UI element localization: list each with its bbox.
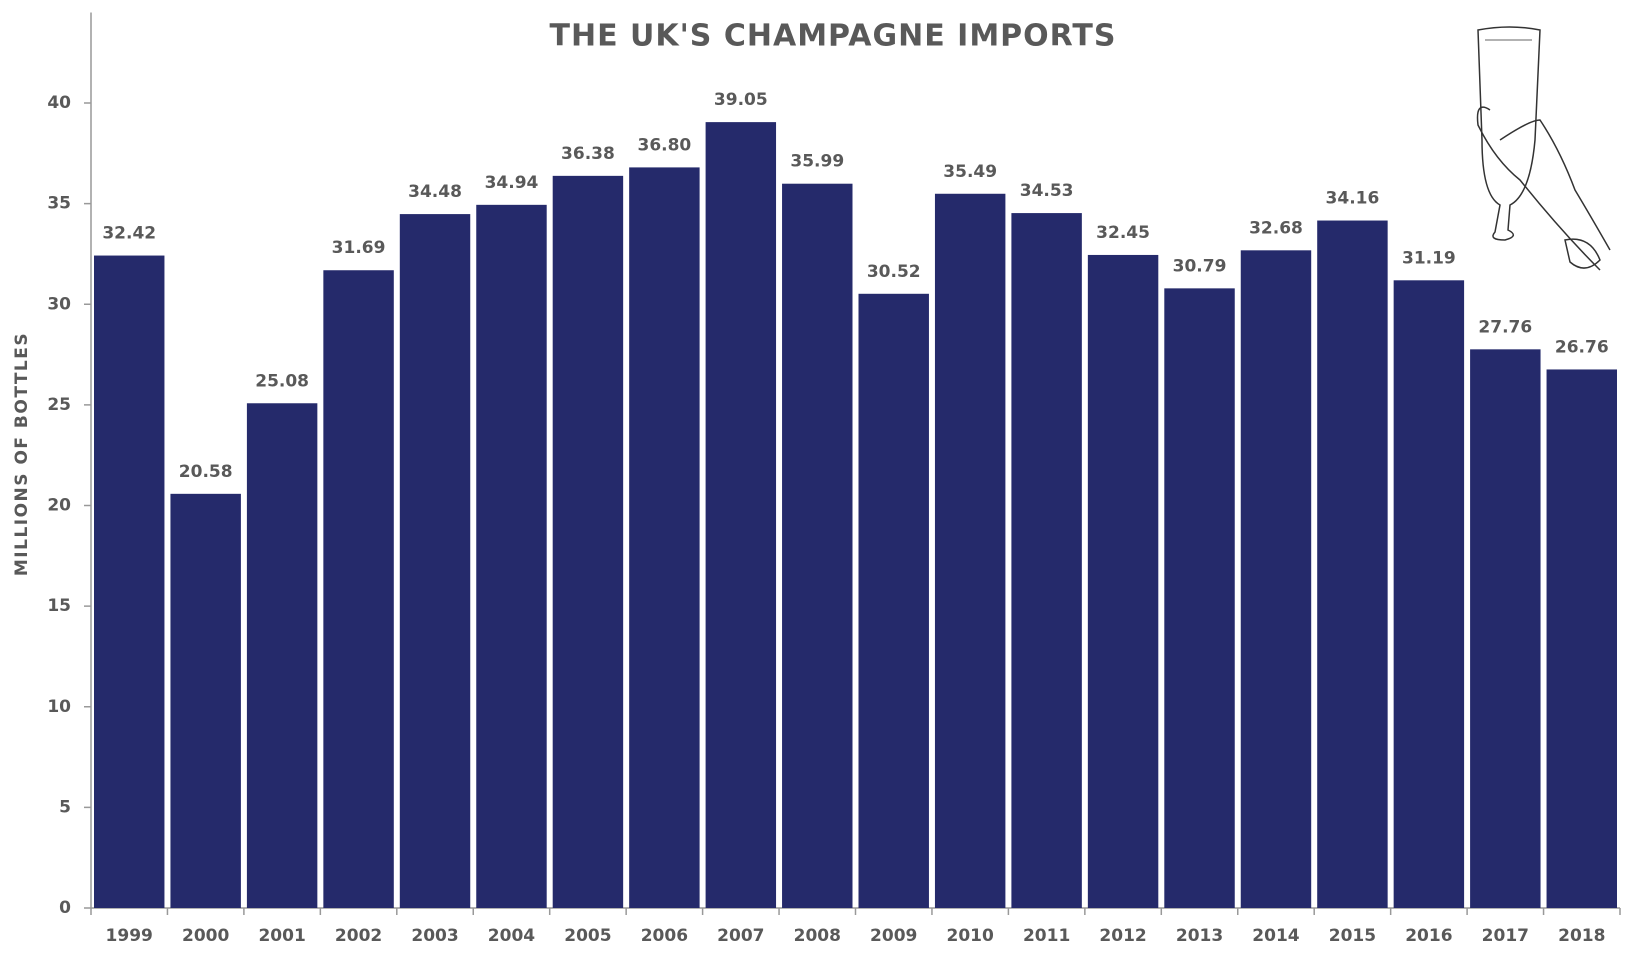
value-label: 35.49 xyxy=(943,162,997,182)
y-tick-label: 10 xyxy=(47,697,71,717)
bar xyxy=(399,214,471,909)
x-tick-label: 2006 xyxy=(641,926,688,946)
x-tick-label: 2017 xyxy=(1482,926,1529,946)
bar xyxy=(170,493,241,908)
y-tick-label: 40 xyxy=(47,93,71,113)
value-label: 39.05 xyxy=(714,90,768,110)
x-tick-label: 2001 xyxy=(258,926,305,946)
y-tick-label: 20 xyxy=(47,496,71,516)
value-label: 31.69 xyxy=(332,238,386,258)
bar xyxy=(1470,349,1541,909)
value-label: 27.76 xyxy=(1478,317,1532,337)
x-tick-label: 2016 xyxy=(1405,926,1452,946)
value-label: 36.80 xyxy=(637,135,691,155)
bar xyxy=(1317,220,1388,908)
value-label: 30.52 xyxy=(867,262,921,282)
x-tick-label: 1999 xyxy=(106,926,153,946)
x-tick-label: 2011 xyxy=(1023,926,1070,946)
value-label: 32.42 xyxy=(102,224,156,244)
x-tick-label: 2014 xyxy=(1252,926,1299,946)
x-tick-label: 2015 xyxy=(1329,926,1376,946)
x-tick-label: 2004 xyxy=(488,926,535,946)
value-label: 25.08 xyxy=(255,371,309,391)
y-tick-label: 15 xyxy=(47,596,71,616)
value-label: 34.94 xyxy=(485,173,539,193)
value-label: 32.68 xyxy=(1249,218,1303,238)
x-tick-label: 2008 xyxy=(794,926,841,946)
y-tick-label: 30 xyxy=(47,294,71,314)
bar xyxy=(1240,250,1312,908)
bar xyxy=(934,193,1006,908)
bar xyxy=(552,175,624,908)
chart-title: THE UK'S CHAMPAGNE IMPORTS xyxy=(550,19,1117,54)
y-tick-label: 25 xyxy=(47,395,71,415)
value-label: 30.79 xyxy=(1173,256,1227,276)
bar xyxy=(1164,288,1235,908)
x-tick-label: 2010 xyxy=(947,926,994,946)
value-label: 35.99 xyxy=(790,152,844,172)
x-tick-label: 2000 xyxy=(182,926,229,946)
value-label: 31.19 xyxy=(1402,248,1456,268)
bar xyxy=(629,167,700,908)
bar xyxy=(782,183,853,909)
x-tick-label: 2013 xyxy=(1176,926,1223,946)
bar xyxy=(94,255,165,908)
bar xyxy=(246,403,318,908)
bar xyxy=(1393,280,1465,909)
bar xyxy=(1087,254,1159,909)
value-label: 26.76 xyxy=(1555,337,1609,357)
bar xyxy=(1011,213,1082,908)
x-tick-label: 2005 xyxy=(564,926,611,946)
champagne-illustration xyxy=(1476,26,1611,271)
y-tick-label: 35 xyxy=(47,194,71,214)
value-label: 34.48 xyxy=(408,182,462,202)
y-axis-label: MILLIONS OF BOTTLES xyxy=(12,332,32,576)
x-tick-label: 2003 xyxy=(411,926,458,946)
x-tick-label: 2002 xyxy=(335,926,382,946)
x-tick-label: 2018 xyxy=(1558,926,1605,946)
x-tick-label: 2012 xyxy=(1099,926,1146,946)
x-tick-label: 2007 xyxy=(717,926,764,946)
y-tick-label: 5 xyxy=(59,797,71,817)
value-label: 34.53 xyxy=(1020,181,1074,201)
value-label: 32.45 xyxy=(1096,223,1150,243)
x-tick-label: 2009 xyxy=(870,926,917,946)
value-label: 36.38 xyxy=(561,144,615,164)
bar xyxy=(705,122,777,908)
value-label: 20.58 xyxy=(179,462,233,482)
bar xyxy=(858,293,929,908)
bar xyxy=(476,204,547,908)
bar xyxy=(1546,369,1617,908)
bar xyxy=(323,270,394,908)
y-tick-label: 0 xyxy=(59,898,71,918)
value-label: 34.16 xyxy=(1326,189,1380,209)
